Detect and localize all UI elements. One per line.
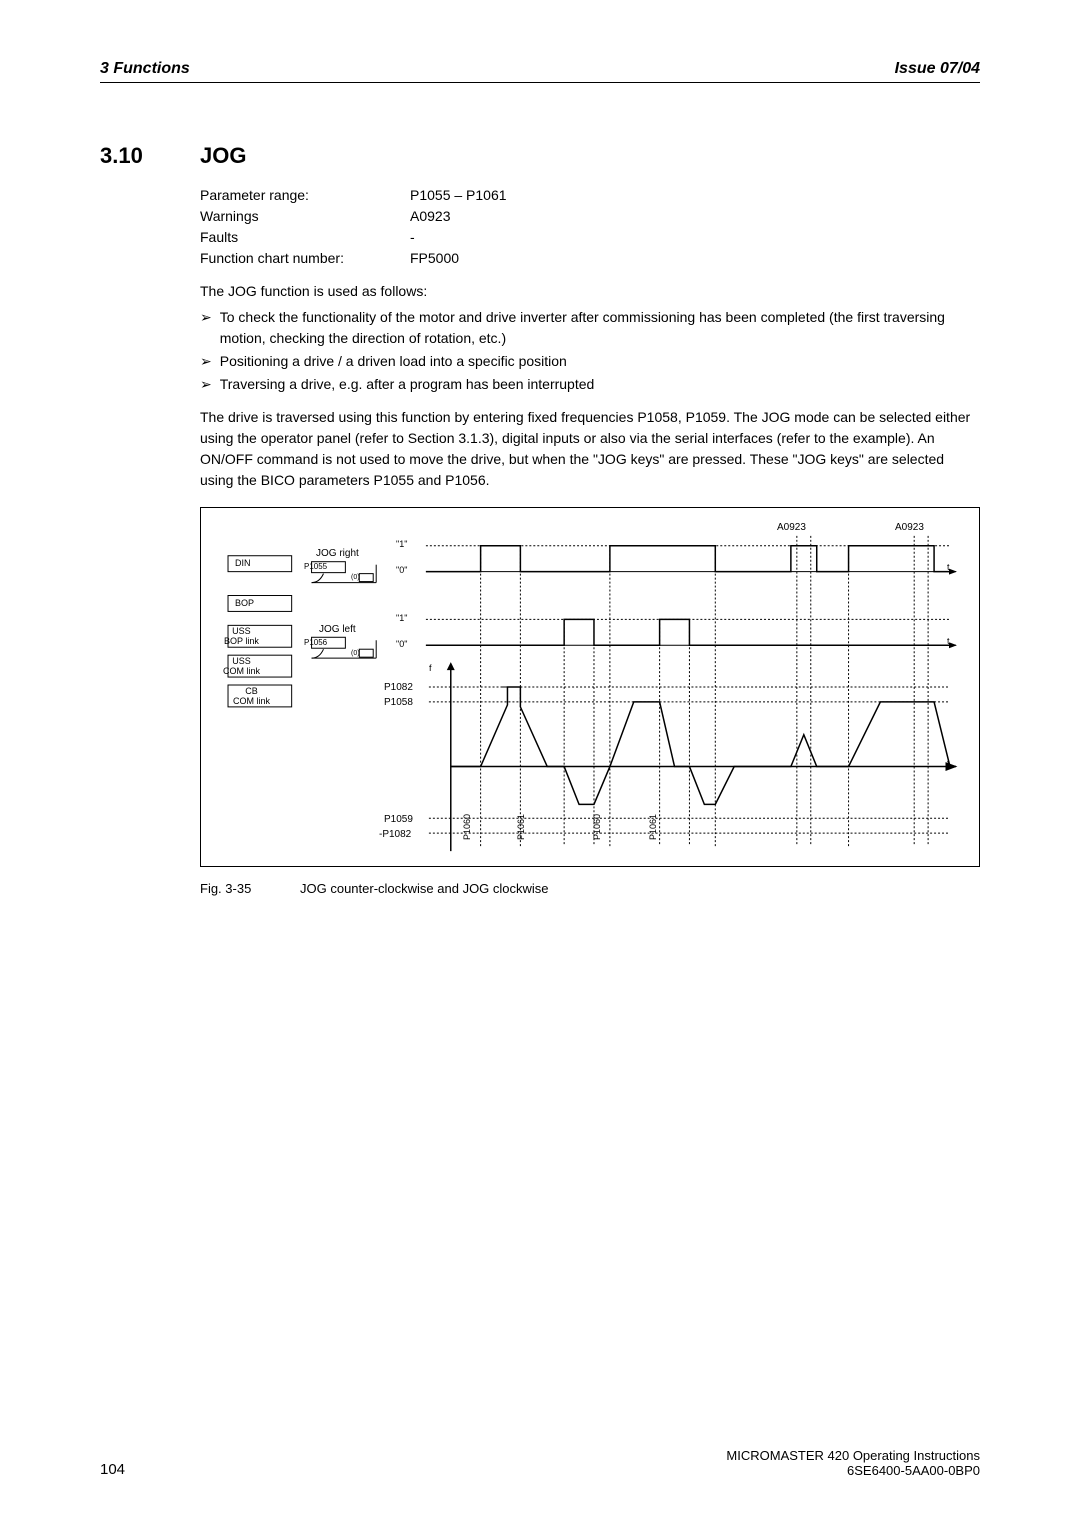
list-item: ➢ To check the functionality of the moto… [200,307,980,349]
p1059-label: P1059 [384,814,413,825]
p1061-label: P1061 [649,814,659,840]
list-item: ➢ Positioning a drive / a driven load in… [200,351,980,372]
t-label: t [947,563,950,573]
header-left: 3 Functions [100,60,190,78]
a0923-label: A0923 [777,522,806,533]
param-value: - [410,227,415,248]
figure-caption: Fig. 3-35 JOG counter-clockwise and JOG … [200,881,980,896]
param-value: FP5000 [410,248,459,269]
param-row-range: Parameter range: P1055 – P1061 [200,185,980,206]
f-label: f [429,664,432,674]
footer-line1: MICROMASTER 420 Operating Instructions [726,1448,980,1463]
p1058-label: P1058 [384,697,413,708]
p1061-label: P1061 [517,814,527,840]
param-label: Warnings [200,206,410,227]
p1060-label: P1060 [593,814,603,840]
p1082-label: P1082 [384,682,413,693]
bullet-text: Traversing a drive, e.g. after a program… [220,374,595,395]
neg-p1082-label: -P1082 [379,829,411,840]
bullet-text: To check the functionality of the motor … [220,307,980,349]
source-uss-bop: USS BOP link [224,627,259,647]
source-cb-com: CB COM link [233,687,270,707]
level-0: "0" [396,566,407,576]
t-label: t [947,637,950,647]
param-value: A0923 [410,206,450,227]
source-din: DIN [235,559,251,569]
p1055-label: P1055 [304,563,327,572]
jog-right-label: JOG right [316,548,359,559]
section-title: JOG [200,143,246,169]
a0923-label: A0923 [895,522,924,533]
bullet-list: ➢ To check the functionality of the moto… [200,307,980,395]
bullet-icon: ➢ [200,374,212,395]
footer-line2: 6SE6400-5AA00-0BP0 [726,1463,980,1478]
bullet-icon: ➢ [200,307,212,328]
figure-caption-text: JOG counter-clockwise and JOG clockwise [300,881,549,896]
page-header: 3 Functions Issue 07/04 [100,60,980,83]
parameter-table: Parameter range: P1055 – P1061 Warnings … [200,185,980,269]
jog-left-label: JOG left [319,624,356,635]
param-row-faults: Faults - [200,227,980,248]
param-row-warnings: Warnings A0923 [200,206,980,227]
figure-number: Fig. 3-35 [200,881,300,896]
p1056-label: P1056 [304,639,327,648]
bullet-text: Positioning a drive / a driven load into… [220,351,567,372]
level-1: "1" [396,614,407,624]
source-bop: BOP [235,599,254,609]
section-number: 3.10 [100,143,200,169]
level-0: "0" [396,640,407,650]
param-label: Function chart number: [200,248,410,269]
param-label: Parameter range: [200,185,410,206]
param-label: Faults [200,227,410,248]
intro-line: The JOG function is used as follows: [200,283,980,299]
list-item: ➢ Traversing a drive, e.g. after a progr… [200,374,980,395]
param-value: P1055 – P1061 [410,185,507,206]
source-uss-com: USS COM link [223,657,260,677]
section-header: 3.10 JOG [100,143,980,169]
zero-label: (0) [351,650,360,658]
bullet-icon: ➢ [200,351,212,372]
p1060-label: P1060 [463,814,473,840]
zero-label: (0) [351,574,360,582]
page-number: 104 [100,1461,125,1478]
paragraph: The drive is traversed using this functi… [200,407,980,491]
header-right: Issue 07/04 [895,60,980,78]
figure-diagram: DIN BOP USS BOP link USS COM link CB COM… [200,507,980,867]
t-label: t [947,759,950,769]
page-footer: 104 MICROMASTER 420 Operating Instructio… [100,1448,980,1478]
param-row-chart: Function chart number: FP5000 [200,248,980,269]
level-1: "1" [396,540,407,550]
